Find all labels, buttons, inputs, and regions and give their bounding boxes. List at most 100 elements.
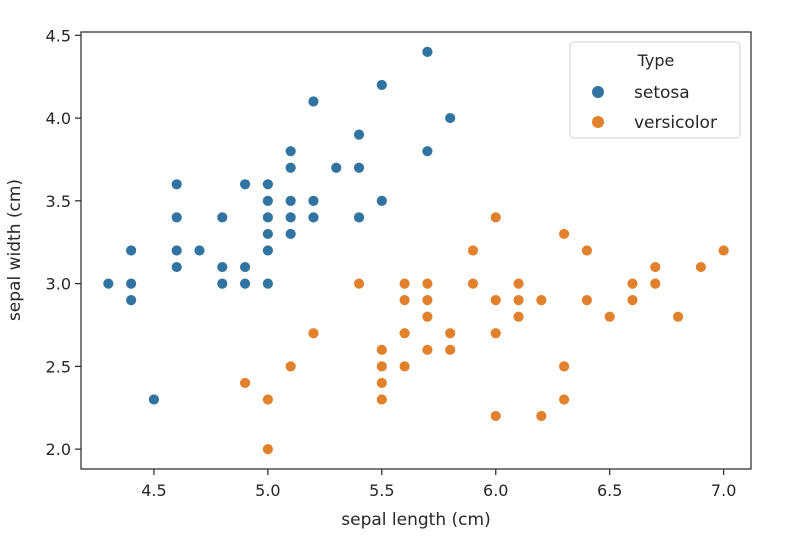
point-setosa <box>170 261 183 273</box>
point-versicolor <box>261 393 274 406</box>
x-axis-ticks: 4.5 5.0 5.5 6.0 6.5 7.0 <box>141 469 736 500</box>
point-versicolor <box>239 377 251 389</box>
point-setosa <box>125 294 138 307</box>
x-tick-label: 6.0 <box>483 481 508 500</box>
point-versicolor <box>512 310 525 323</box>
point-setosa <box>261 277 274 290</box>
x-tick-label: 5.5 <box>369 481 394 500</box>
point-setosa <box>444 112 457 124</box>
point-setosa <box>284 228 297 240</box>
point-setosa <box>284 161 297 174</box>
point-setosa <box>216 261 229 273</box>
point-setosa <box>239 178 251 191</box>
point-setosa <box>421 45 434 58</box>
point-setosa <box>216 277 229 290</box>
point-versicolor <box>558 393 571 406</box>
y-tick-label: 3.0 <box>46 275 71 294</box>
point-versicolor <box>489 327 502 340</box>
point-setosa <box>307 95 320 108</box>
point-versicolor <box>649 277 662 290</box>
point-versicolor <box>717 244 730 257</box>
y-axis-ticks: 2.0 2.5 3.0 3.5 4.0 4.5 <box>46 26 81 459</box>
legend-label-setosa: setosa <box>634 83 690 103</box>
point-versicolor <box>512 294 525 307</box>
point-versicolor <box>489 410 502 422</box>
point-versicolor <box>512 277 525 290</box>
point-setosa <box>125 244 138 257</box>
y-tick-label: 4.0 <box>46 109 71 128</box>
point-versicolor <box>581 294 593 307</box>
data-points <box>102 45 730 456</box>
point-versicolor <box>375 360 388 373</box>
point-versicolor <box>649 261 662 273</box>
point-setosa <box>261 228 274 240</box>
point-versicolor <box>398 277 411 290</box>
point-versicolor <box>467 244 479 257</box>
point-versicolor <box>421 294 434 307</box>
point-setosa <box>353 161 365 174</box>
point-setosa <box>170 244 183 257</box>
y-tick-label: 2.5 <box>46 357 71 376</box>
point-versicolor <box>421 277 434 290</box>
y-tick-label: 3.5 <box>46 192 71 211</box>
point-versicolor <box>261 443 274 456</box>
plot-frame <box>80 31 752 470</box>
point-versicolor <box>672 310 684 323</box>
point-setosa <box>307 211 320 224</box>
point-setosa <box>353 128 365 141</box>
point-setosa <box>170 178 183 191</box>
point-versicolor <box>444 327 457 340</box>
legend-label-versicolor: versicolor <box>634 113 717 133</box>
point-setosa <box>261 211 274 224</box>
point-setosa <box>353 211 365 224</box>
point-versicolor <box>444 343 457 356</box>
legend: Type setosa versicolor <box>569 41 741 139</box>
point-versicolor <box>694 261 707 273</box>
point-setosa <box>239 261 251 273</box>
point-setosa <box>284 194 297 207</box>
point-versicolor <box>603 310 616 323</box>
point-versicolor <box>489 294 502 307</box>
point-versicolor <box>421 310 434 323</box>
point-versicolor <box>558 360 571 373</box>
point-setosa <box>261 178 274 191</box>
legend-marker-setosa <box>592 86 604 98</box>
point-setosa <box>193 244 206 257</box>
point-setosa <box>375 194 388 207</box>
x-axis-label: sepal length (cm) <box>341 510 490 530</box>
point-versicolor <box>398 294 411 307</box>
point-setosa <box>239 277 251 290</box>
point-setosa <box>284 211 297 224</box>
legend-marker-versicolor <box>592 116 604 128</box>
point-setosa <box>170 211 183 224</box>
legend-title: Type <box>637 51 675 70</box>
point-versicolor <box>626 294 639 307</box>
point-setosa <box>216 211 229 224</box>
point-versicolor <box>421 343 434 356</box>
point-setosa <box>261 244 274 257</box>
x-tick-label: 6.5 <box>597 481 622 500</box>
point-versicolor <box>489 211 502 224</box>
y-tick-label: 4.5 <box>46 26 71 45</box>
point-setosa <box>102 277 115 290</box>
point-versicolor <box>375 393 388 406</box>
point-setosa <box>330 161 343 174</box>
point-setosa <box>421 145 434 158</box>
x-tick-label: 4.5 <box>141 481 166 500</box>
point-versicolor <box>535 294 548 307</box>
point-versicolor <box>558 228 571 240</box>
point-versicolor <box>375 377 388 389</box>
point-setosa <box>307 194 320 207</box>
point-versicolor <box>398 327 411 340</box>
point-setosa <box>148 393 160 406</box>
point-versicolor <box>626 277 639 290</box>
x-tick-label: 7.0 <box>711 481 736 500</box>
point-setosa <box>261 194 274 207</box>
point-versicolor <box>284 360 297 373</box>
point-setosa <box>375 79 388 91</box>
point-versicolor <box>398 360 411 373</box>
x-tick-label: 5.0 <box>255 481 280 500</box>
point-versicolor <box>581 244 593 257</box>
point-setosa <box>284 145 297 158</box>
